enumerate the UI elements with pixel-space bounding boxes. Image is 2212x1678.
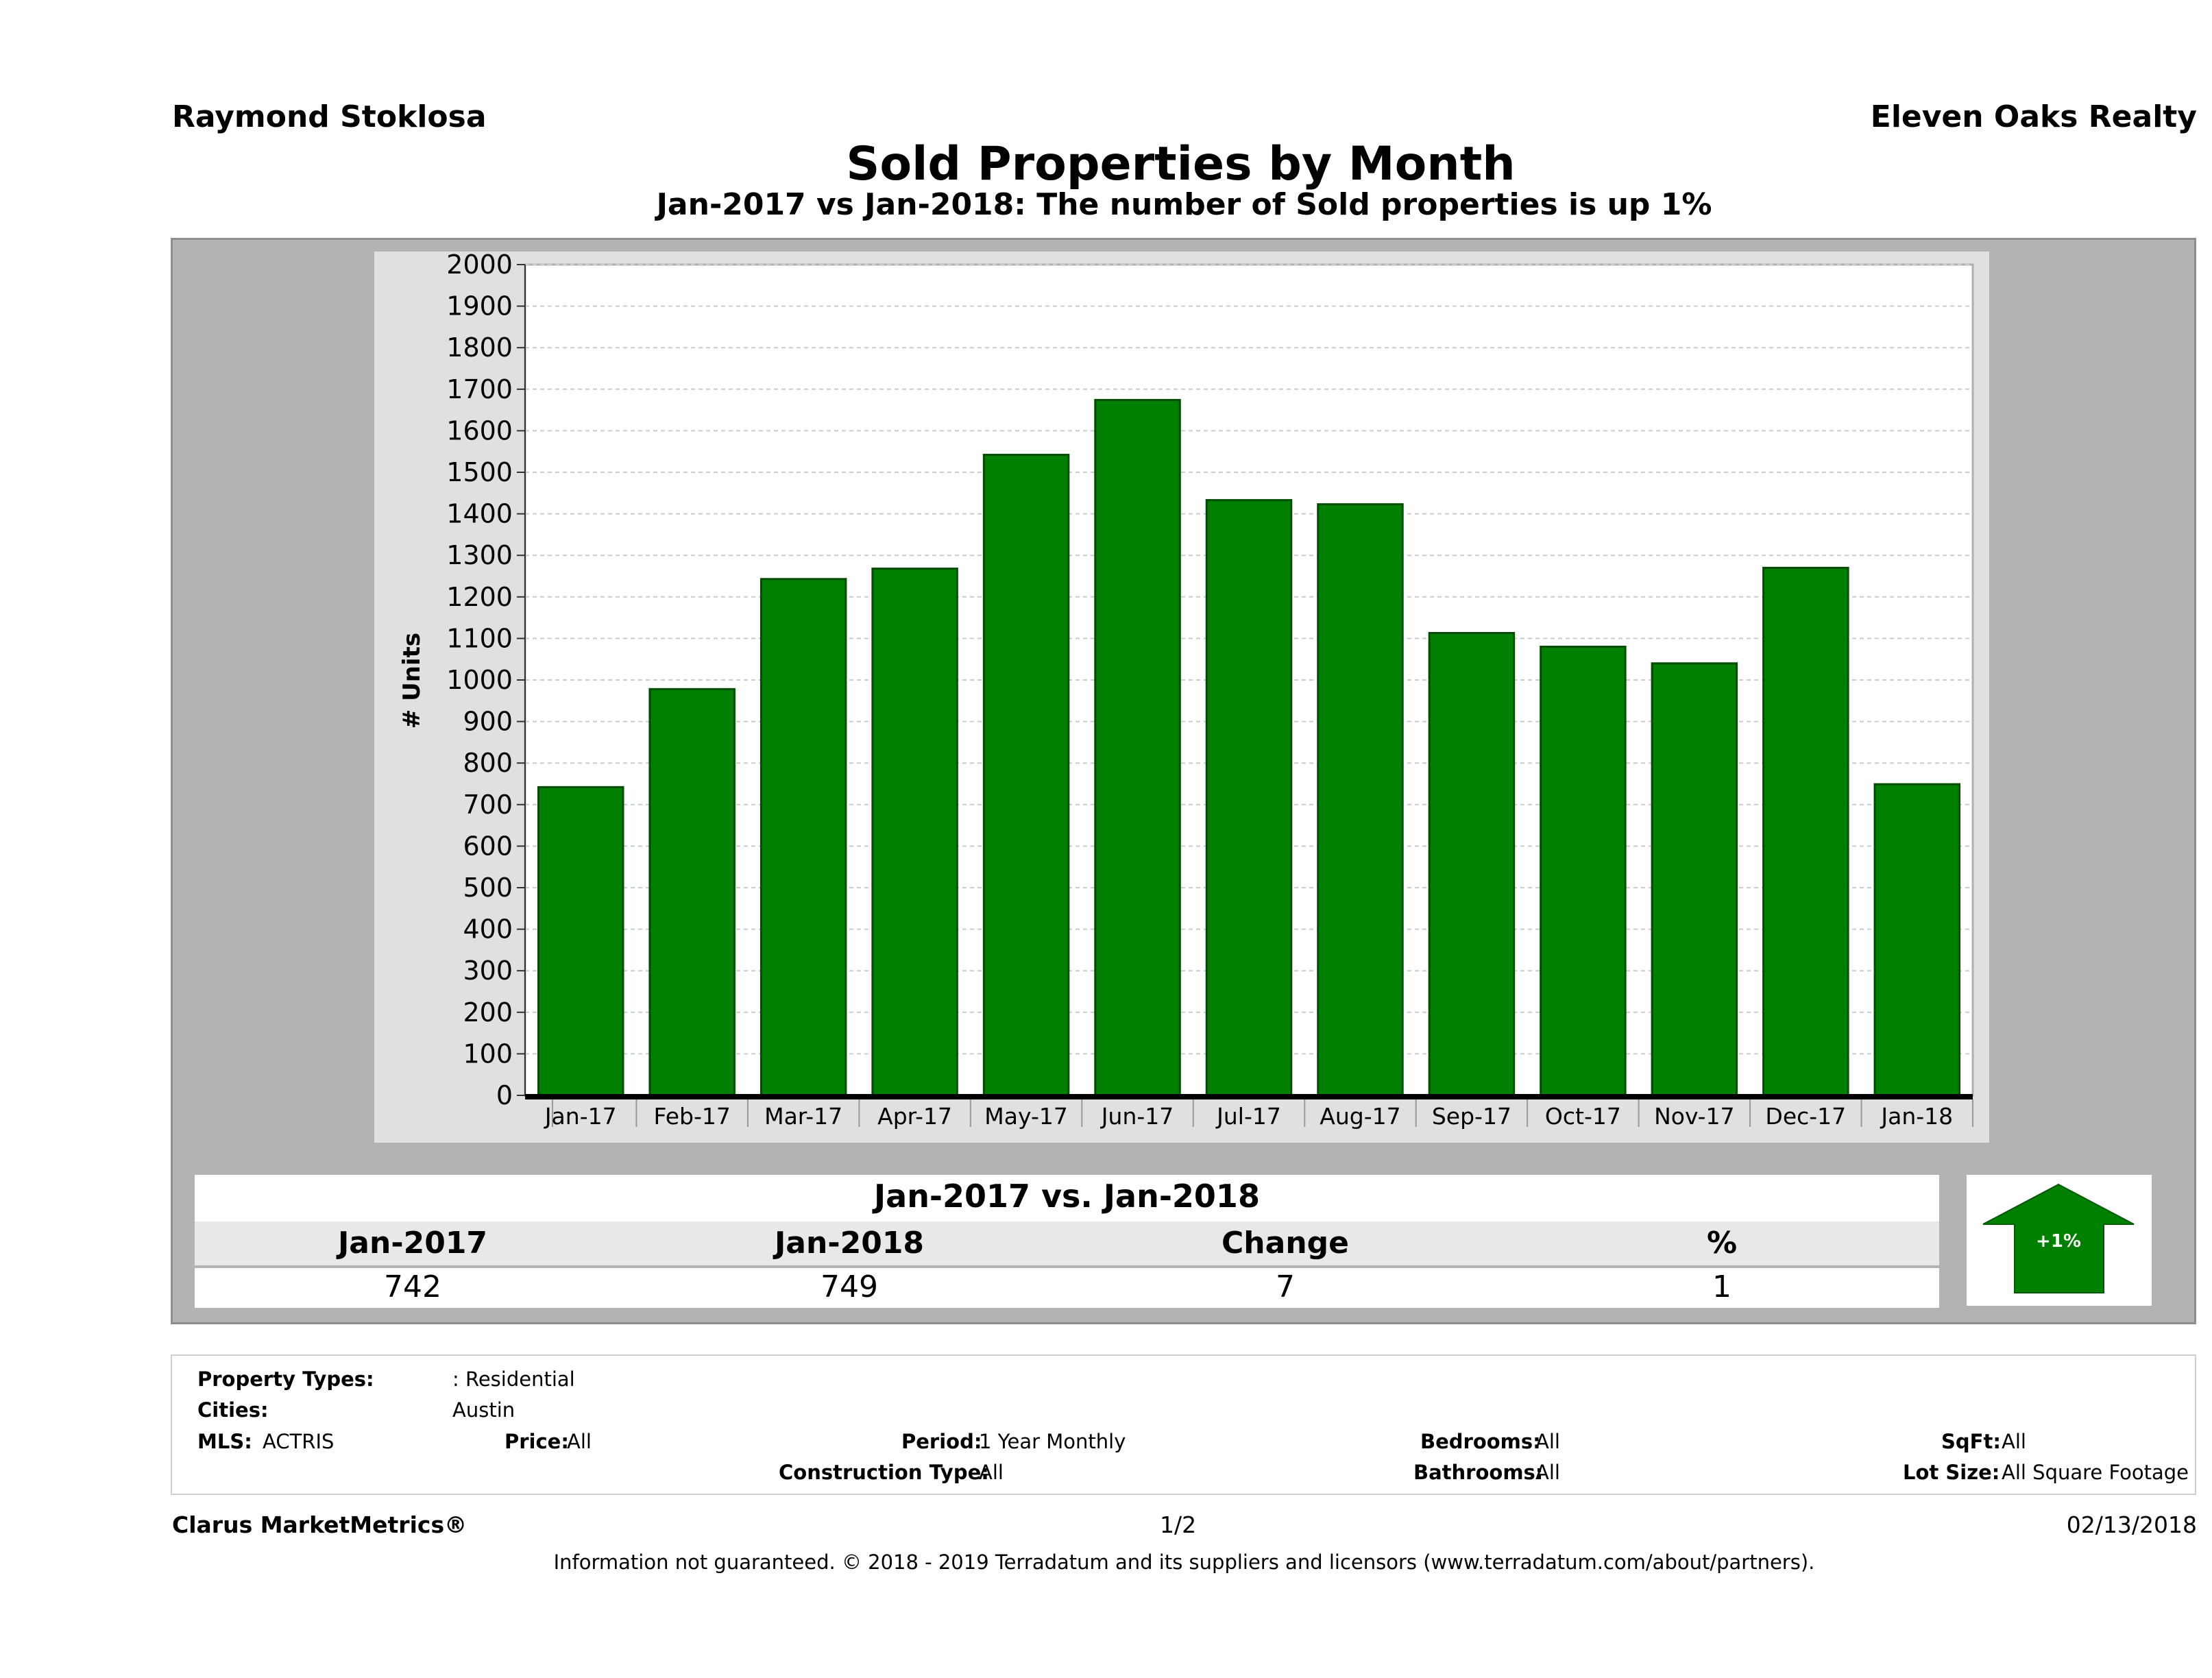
summary-header-jan-2018: Jan-2018 <box>774 1226 925 1261</box>
y-tick-label: 400 <box>463 914 513 945</box>
cities-label: Cities: <box>197 1398 269 1422</box>
x-tick-label: Jul-17 <box>1215 1103 1281 1130</box>
construction-type-label: Construction Type: <box>779 1461 989 1484</box>
sqft-label: SqFt: <box>1941 1430 2001 1453</box>
y-tick-label: 1900 <box>446 291 513 321</box>
x-tick-label: Jan-18 <box>1880 1103 1953 1130</box>
y-tick-label: 1300 <box>446 540 513 570</box>
period-value: 1 Year Monthly <box>979 1430 1126 1453</box>
bar <box>537 786 624 1097</box>
x-tick-label: May-17 <box>984 1103 1068 1130</box>
y-tick-label: 1700 <box>446 374 513 404</box>
trend-badge-label: +1% <box>2036 1231 2081 1252</box>
y-tick-label: 0 <box>496 1080 513 1110</box>
sqft-value: All <box>2002 1430 2026 1453</box>
x-tick-label: Apr-17 <box>877 1103 952 1130</box>
y-tick-label: 1800 <box>446 332 513 363</box>
page-number: 1/2 <box>1160 1511 1197 1538</box>
up-arrow-icon: +1% <box>1982 1183 2135 1293</box>
y-tick-label: 1400 <box>446 499 513 529</box>
summary-title: Jan-2017 vs. Jan-2018 <box>874 1178 1260 1215</box>
y-axis-label: # Units <box>398 633 426 729</box>
price-value: All <box>567 1430 592 1453</box>
mls-label: MLS: <box>197 1430 252 1453</box>
y-tick-label: 600 <box>463 831 513 861</box>
x-tick-label: Oct-17 <box>1545 1103 1621 1130</box>
report-title: Sold Properties by Month <box>846 137 1516 191</box>
x-tick-label: Dec-17 <box>1765 1103 1846 1130</box>
y-tick-label: 900 <box>463 707 513 737</box>
brokerage-name: Eleven Oaks Realty <box>1870 99 2197 134</box>
y-tick-label: 1500 <box>446 457 513 487</box>
bar <box>1317 503 1404 1097</box>
y-tick-label: 2000 <box>446 250 513 280</box>
report-subtitle: Jan-2017 vs Jan-2018: The number of Sold… <box>656 187 1712 222</box>
lot-size-label: Lot Size: <box>1903 1461 2000 1484</box>
y-tick-label: 700 <box>463 790 513 820</box>
filters-panel <box>171 1354 2196 1495</box>
property-types-value: : Residential <box>452 1367 575 1391</box>
summary-value-bar <box>195 1268 1939 1308</box>
x-tick-label: Aug-17 <box>1320 1103 1400 1130</box>
y-tick-label: 500 <box>463 873 513 903</box>
summary-header-percent: % <box>1706 1226 1738 1261</box>
bar <box>1205 499 1293 1097</box>
bar <box>759 578 847 1097</box>
footer-brand: Clarus MarketMetrics® <box>172 1511 467 1538</box>
construction-type-value: All <box>979 1461 1004 1484</box>
y-tick-label: 100 <box>463 1038 513 1069</box>
bar <box>648 688 736 1097</box>
disclaimer: Information not guaranteed. © 2018 - 201… <box>553 1551 1815 1574</box>
y-tick-label: 1200 <box>446 582 513 612</box>
summary-header-change: Change <box>1222 1226 1349 1261</box>
y-tick-label: 1600 <box>446 415 513 446</box>
property-types-label: Property Types: <box>197 1367 374 1391</box>
summary-value-percent: 1 <box>1712 1269 1731 1304</box>
x-tick-label: Sep-17 <box>1432 1103 1511 1130</box>
bar <box>1651 662 1738 1097</box>
mls-value: ACTRIS <box>263 1430 335 1453</box>
y-tick-label: 1000 <box>446 665 513 695</box>
summary-value-change: 7 <box>1276 1269 1295 1304</box>
report-date: 02/13/2018 <box>2066 1511 2197 1538</box>
x-tick-label: Jan-17 <box>544 1103 617 1130</box>
bar <box>1873 783 1961 1097</box>
bathrooms-label: Bathrooms: <box>1413 1461 1544 1484</box>
summary-header-bar <box>195 1221 1939 1265</box>
x-tick-label: Nov-17 <box>1654 1103 1734 1130</box>
y-tick-label: 1100 <box>446 623 513 653</box>
summary-header-jan-2017: Jan-2017 <box>337 1226 488 1261</box>
bar <box>1428 632 1516 1097</box>
bar <box>871 568 958 1097</box>
x-tick-label: Mar-17 <box>764 1103 842 1130</box>
bedrooms-label: Bedrooms: <box>1420 1430 1541 1453</box>
summary-value-jan-2017: 742 <box>384 1269 441 1304</box>
x-tick-label: Jun-17 <box>1100 1103 1174 1130</box>
bedrooms-value: All <box>1535 1430 1560 1453</box>
bar <box>1094 399 1181 1097</box>
y-tick-label: 200 <box>463 997 513 1028</box>
agent-name: Raymond Stoklosa <box>172 99 487 134</box>
summary-value-jan-2018: 749 <box>821 1269 878 1304</box>
period-label: Period: <box>901 1430 982 1453</box>
cities-value: Austin <box>452 1398 515 1422</box>
y-tick-label: 300 <box>463 956 513 986</box>
summary-title-bar <box>195 1175 1939 1221</box>
x-tick-label: Feb-17 <box>654 1103 731 1130</box>
lot-size-value: All Square Footage <box>2002 1461 2189 1484</box>
bar <box>982 454 1070 1097</box>
y-tick-label: 800 <box>463 748 513 778</box>
bar <box>1762 566 1849 1097</box>
bar <box>1540 646 1627 1097</box>
price-label: Price: <box>505 1430 569 1453</box>
bathrooms-value: All <box>1535 1461 1560 1484</box>
